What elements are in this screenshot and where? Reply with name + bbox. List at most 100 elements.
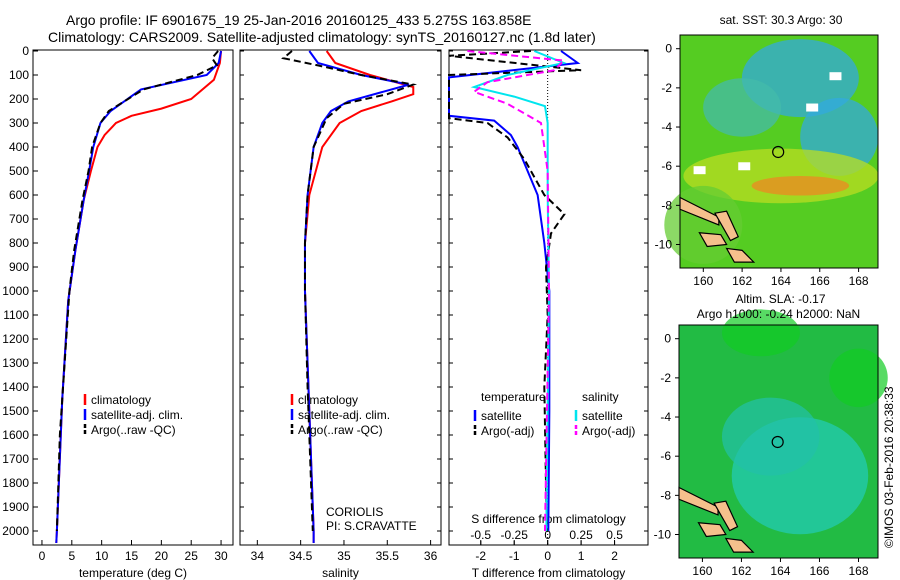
map-x-tick-label: 168 bbox=[849, 274, 869, 288]
map-y-tick-label: 0 bbox=[665, 42, 672, 56]
y-tick-label: 600 bbox=[9, 188, 29, 202]
map-y-tick-label: 0 bbox=[664, 332, 671, 346]
x-tick-label: 34 bbox=[251, 549, 265, 563]
x2-tick-label: -0.5 bbox=[470, 528, 491, 542]
axes-frame bbox=[239, 49, 442, 546]
x-tick-label: 0 bbox=[544, 549, 551, 563]
map-y-tick-label: -8 bbox=[660, 488, 671, 502]
x-tick-label: 35.5 bbox=[376, 549, 400, 563]
map-x-tick-label: 168 bbox=[848, 564, 868, 578]
series-satellite-adj-clim- bbox=[303, 50, 410, 543]
map-title: sat. SST: 30.3 Argo: 30 bbox=[720, 13, 843, 27]
series-t-satellite bbox=[448, 50, 581, 532]
y-tick-label: 1200 bbox=[2, 332, 29, 346]
legend-label: Argo(..raw -QC) bbox=[91, 423, 176, 437]
annotation-text: PI: S.CRAVATTE bbox=[326, 519, 417, 533]
map-x-tick-label: 164 bbox=[771, 274, 791, 288]
map-y-tick-label: -2 bbox=[660, 371, 671, 385]
x-axis-label: salinity bbox=[322, 566, 359, 580]
island-land bbox=[697, 522, 727, 538]
map-y-tick-label: -6 bbox=[661, 159, 672, 173]
x-tick-label: 0 bbox=[39, 549, 46, 563]
series-s-argo-adj- bbox=[467, 50, 566, 532]
x2-tick-label: -0.25 bbox=[501, 528, 529, 542]
legend-label: satellite bbox=[582, 409, 623, 423]
legend-label: satellite-adj. clim. bbox=[298, 408, 390, 422]
map-x-tick-label: 166 bbox=[810, 274, 830, 288]
sla-patch bbox=[721, 397, 820, 476]
missing-data-cell bbox=[693, 166, 706, 175]
y-tick-label: 1700 bbox=[2, 452, 29, 466]
map-frame bbox=[678, 324, 879, 559]
legend-label: Argo(-adj) bbox=[582, 424, 635, 438]
x-tick-label: 1 bbox=[578, 549, 585, 563]
map-x-tick-label: 162 bbox=[732, 274, 752, 288]
y-tick-label: 400 bbox=[9, 140, 29, 154]
panel-temp: 0 5 10 15 20 25 300100200300400500600700800900… bbox=[2, 44, 234, 580]
missing-data-cell bbox=[829, 72, 842, 81]
map-y-tick-label: -10 bbox=[654, 528, 672, 542]
y-tick-label: 100 bbox=[9, 68, 29, 82]
missing-data-cell bbox=[738, 162, 751, 171]
y-tick-label: 1600 bbox=[2, 428, 29, 442]
x-tick-label: -1 bbox=[509, 549, 520, 563]
map-y-tick-label: -2 bbox=[661, 81, 672, 95]
series-argo-raw-qc- bbox=[281, 50, 418, 532]
x-tick-label: 2 bbox=[611, 549, 618, 563]
annotation-text: CORIOLIS bbox=[326, 505, 383, 519]
island-land bbox=[698, 232, 728, 248]
island-land bbox=[724, 537, 755, 553]
x-tick-label: 35 bbox=[337, 549, 351, 563]
y-tick-label: 500 bbox=[9, 164, 29, 178]
legend-label: Argo(-adj) bbox=[481, 424, 534, 438]
figure-title-line1: Argo profile: IF 6901675_19 25-Jan-2016 … bbox=[66, 12, 532, 28]
imos-credit: ©IMOS 03-Feb-2016 20:38:33 bbox=[882, 386, 896, 548]
legend-title: temperature bbox=[481, 390, 546, 404]
legend-label: satellite-adj. clim. bbox=[91, 408, 183, 422]
map-y-tick-label: -4 bbox=[660, 410, 671, 424]
x-tick-label: 5 bbox=[68, 549, 75, 563]
y-tick-label: 700 bbox=[9, 212, 29, 226]
y-tick-label: 1300 bbox=[2, 356, 29, 370]
missing-data-cell bbox=[806, 103, 819, 112]
island-land bbox=[725, 247, 756, 263]
map-y-tick-label: -10 bbox=[655, 238, 673, 252]
figure-title-line2: Climatology: CARS2009. Satellite-adjuste… bbox=[48, 29, 596, 45]
map-x-tick-label: 160 bbox=[693, 274, 713, 288]
sst-anomaly-patch bbox=[703, 78, 782, 137]
island-land bbox=[713, 500, 739, 532]
map-x-tick-label: 162 bbox=[731, 564, 751, 578]
sla-patch bbox=[721, 309, 800, 357]
x2-tick-label: 0.25 bbox=[569, 528, 593, 542]
x2-tick-label: 0.5 bbox=[606, 528, 623, 542]
x-tick-label: 25 bbox=[185, 549, 199, 563]
x2-tick-label: 0 bbox=[544, 528, 551, 542]
x-axis-label: T difference from climatology bbox=[472, 566, 626, 580]
legend-label: climatology bbox=[91, 393, 151, 407]
x-tick-label: 36 bbox=[424, 549, 438, 563]
legend-label: satellite bbox=[481, 409, 522, 423]
x-tick-label: 15 bbox=[125, 549, 139, 563]
axes-frame bbox=[448, 49, 649, 546]
map-frame bbox=[679, 34, 879, 269]
legend-label: Argo(..raw -QC) bbox=[298, 423, 383, 437]
map-subtitle: Argo h1000: -0.24 h2000: NaN bbox=[697, 307, 860, 321]
y-tick-label: 900 bbox=[9, 260, 29, 274]
x-tick-label: 30 bbox=[214, 549, 228, 563]
y-tick-label: 2000 bbox=[2, 524, 29, 538]
series-t-argo-adj- bbox=[448, 50, 582, 532]
map-sst: 160 162 164 166 168 0 -2 -4 -6 -8 -10 sat. SST: 30.… bbox=[655, 13, 879, 288]
y-tick-label: 200 bbox=[9, 92, 29, 106]
x-tick-label: -2 bbox=[475, 549, 486, 563]
y-tick-label: 1900 bbox=[2, 500, 29, 514]
map-y-tick-label: -4 bbox=[661, 120, 672, 134]
y-tick-label: 800 bbox=[9, 236, 29, 250]
sst-anomaly-patch bbox=[751, 176, 850, 196]
x-tick-label: 20 bbox=[155, 549, 169, 563]
sla-patch bbox=[829, 348, 888, 408]
y-tick-label: 300 bbox=[9, 116, 29, 130]
legend-label: climatology bbox=[298, 393, 358, 407]
